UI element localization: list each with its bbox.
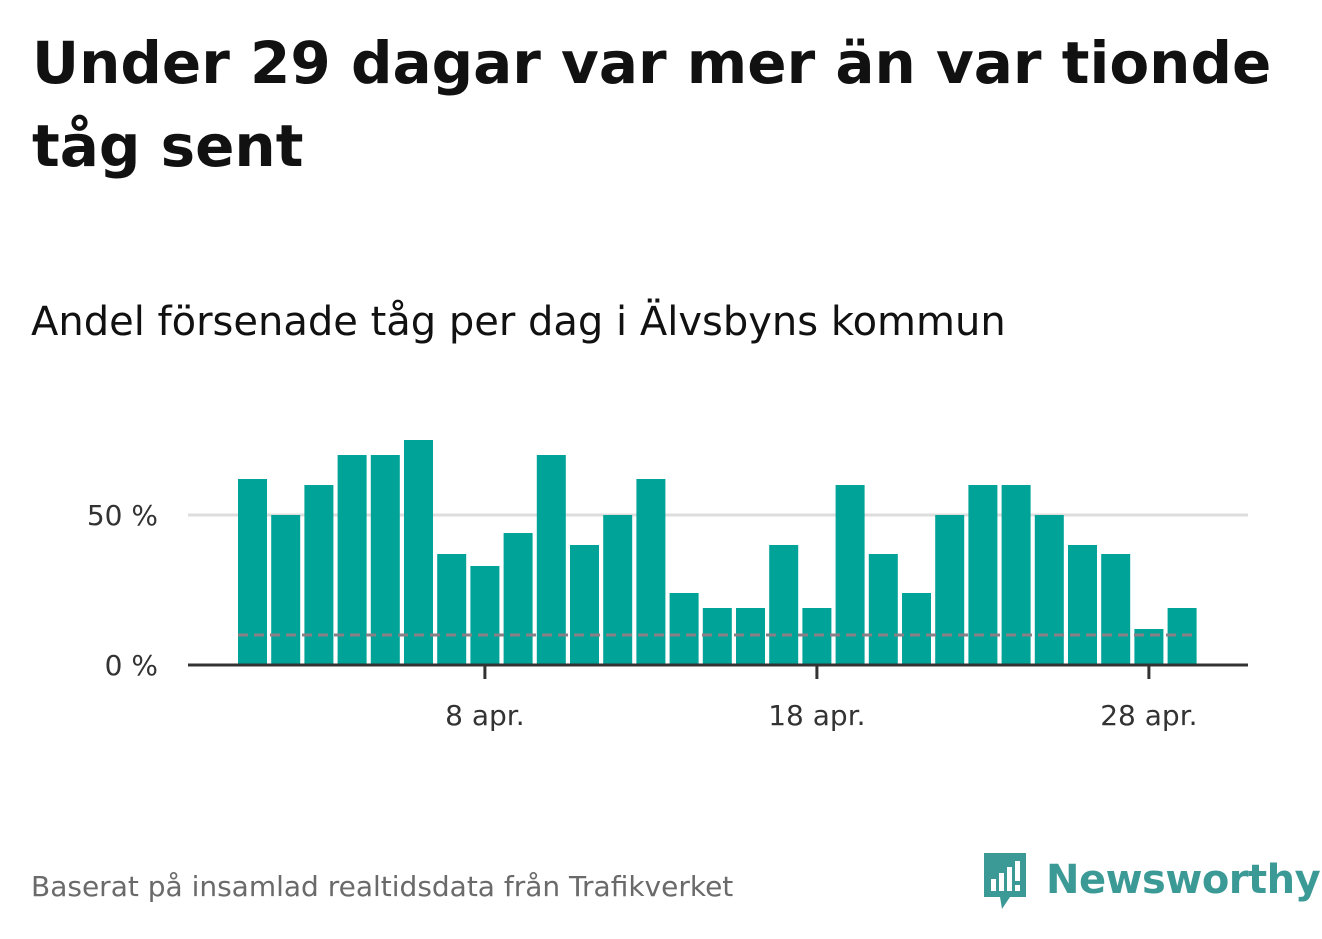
bar [271,515,300,665]
bar [902,593,931,665]
bar [769,545,798,665]
brand[interactable]: Newsworthy [980,848,1320,912]
bar [935,515,964,665]
bar [437,554,466,665]
bar [470,566,499,665]
source-note: Baserat på insamlad realtidsdata från Tr… [31,870,733,903]
bar [836,485,865,665]
x-tick-label: 28 apr. [1100,699,1197,732]
y-tick-label: 0 % [105,649,158,682]
bar [504,533,533,665]
bar [636,479,665,665]
bar [238,479,267,665]
bar [603,515,632,665]
bar [670,593,699,665]
bars [238,440,1197,665]
y-tick-label: 50 % [87,499,158,532]
bar [404,440,433,665]
bar [1101,554,1130,665]
bar [570,545,599,665]
bar [968,485,997,665]
newsworthy-logo-icon [980,849,1030,911]
brand-name: Newsworthy [1046,857,1320,903]
bar [1002,485,1031,665]
bar [304,485,333,665]
bar [1035,515,1064,665]
bar [869,554,898,665]
x-tick-label: 18 apr. [768,699,865,732]
bar [1068,545,1097,665]
bar-chart: 0 % 50 % 8 apr. 18 apr. 28 apr. [0,0,1322,800]
x-tick-label: 8 apr. [445,699,525,732]
